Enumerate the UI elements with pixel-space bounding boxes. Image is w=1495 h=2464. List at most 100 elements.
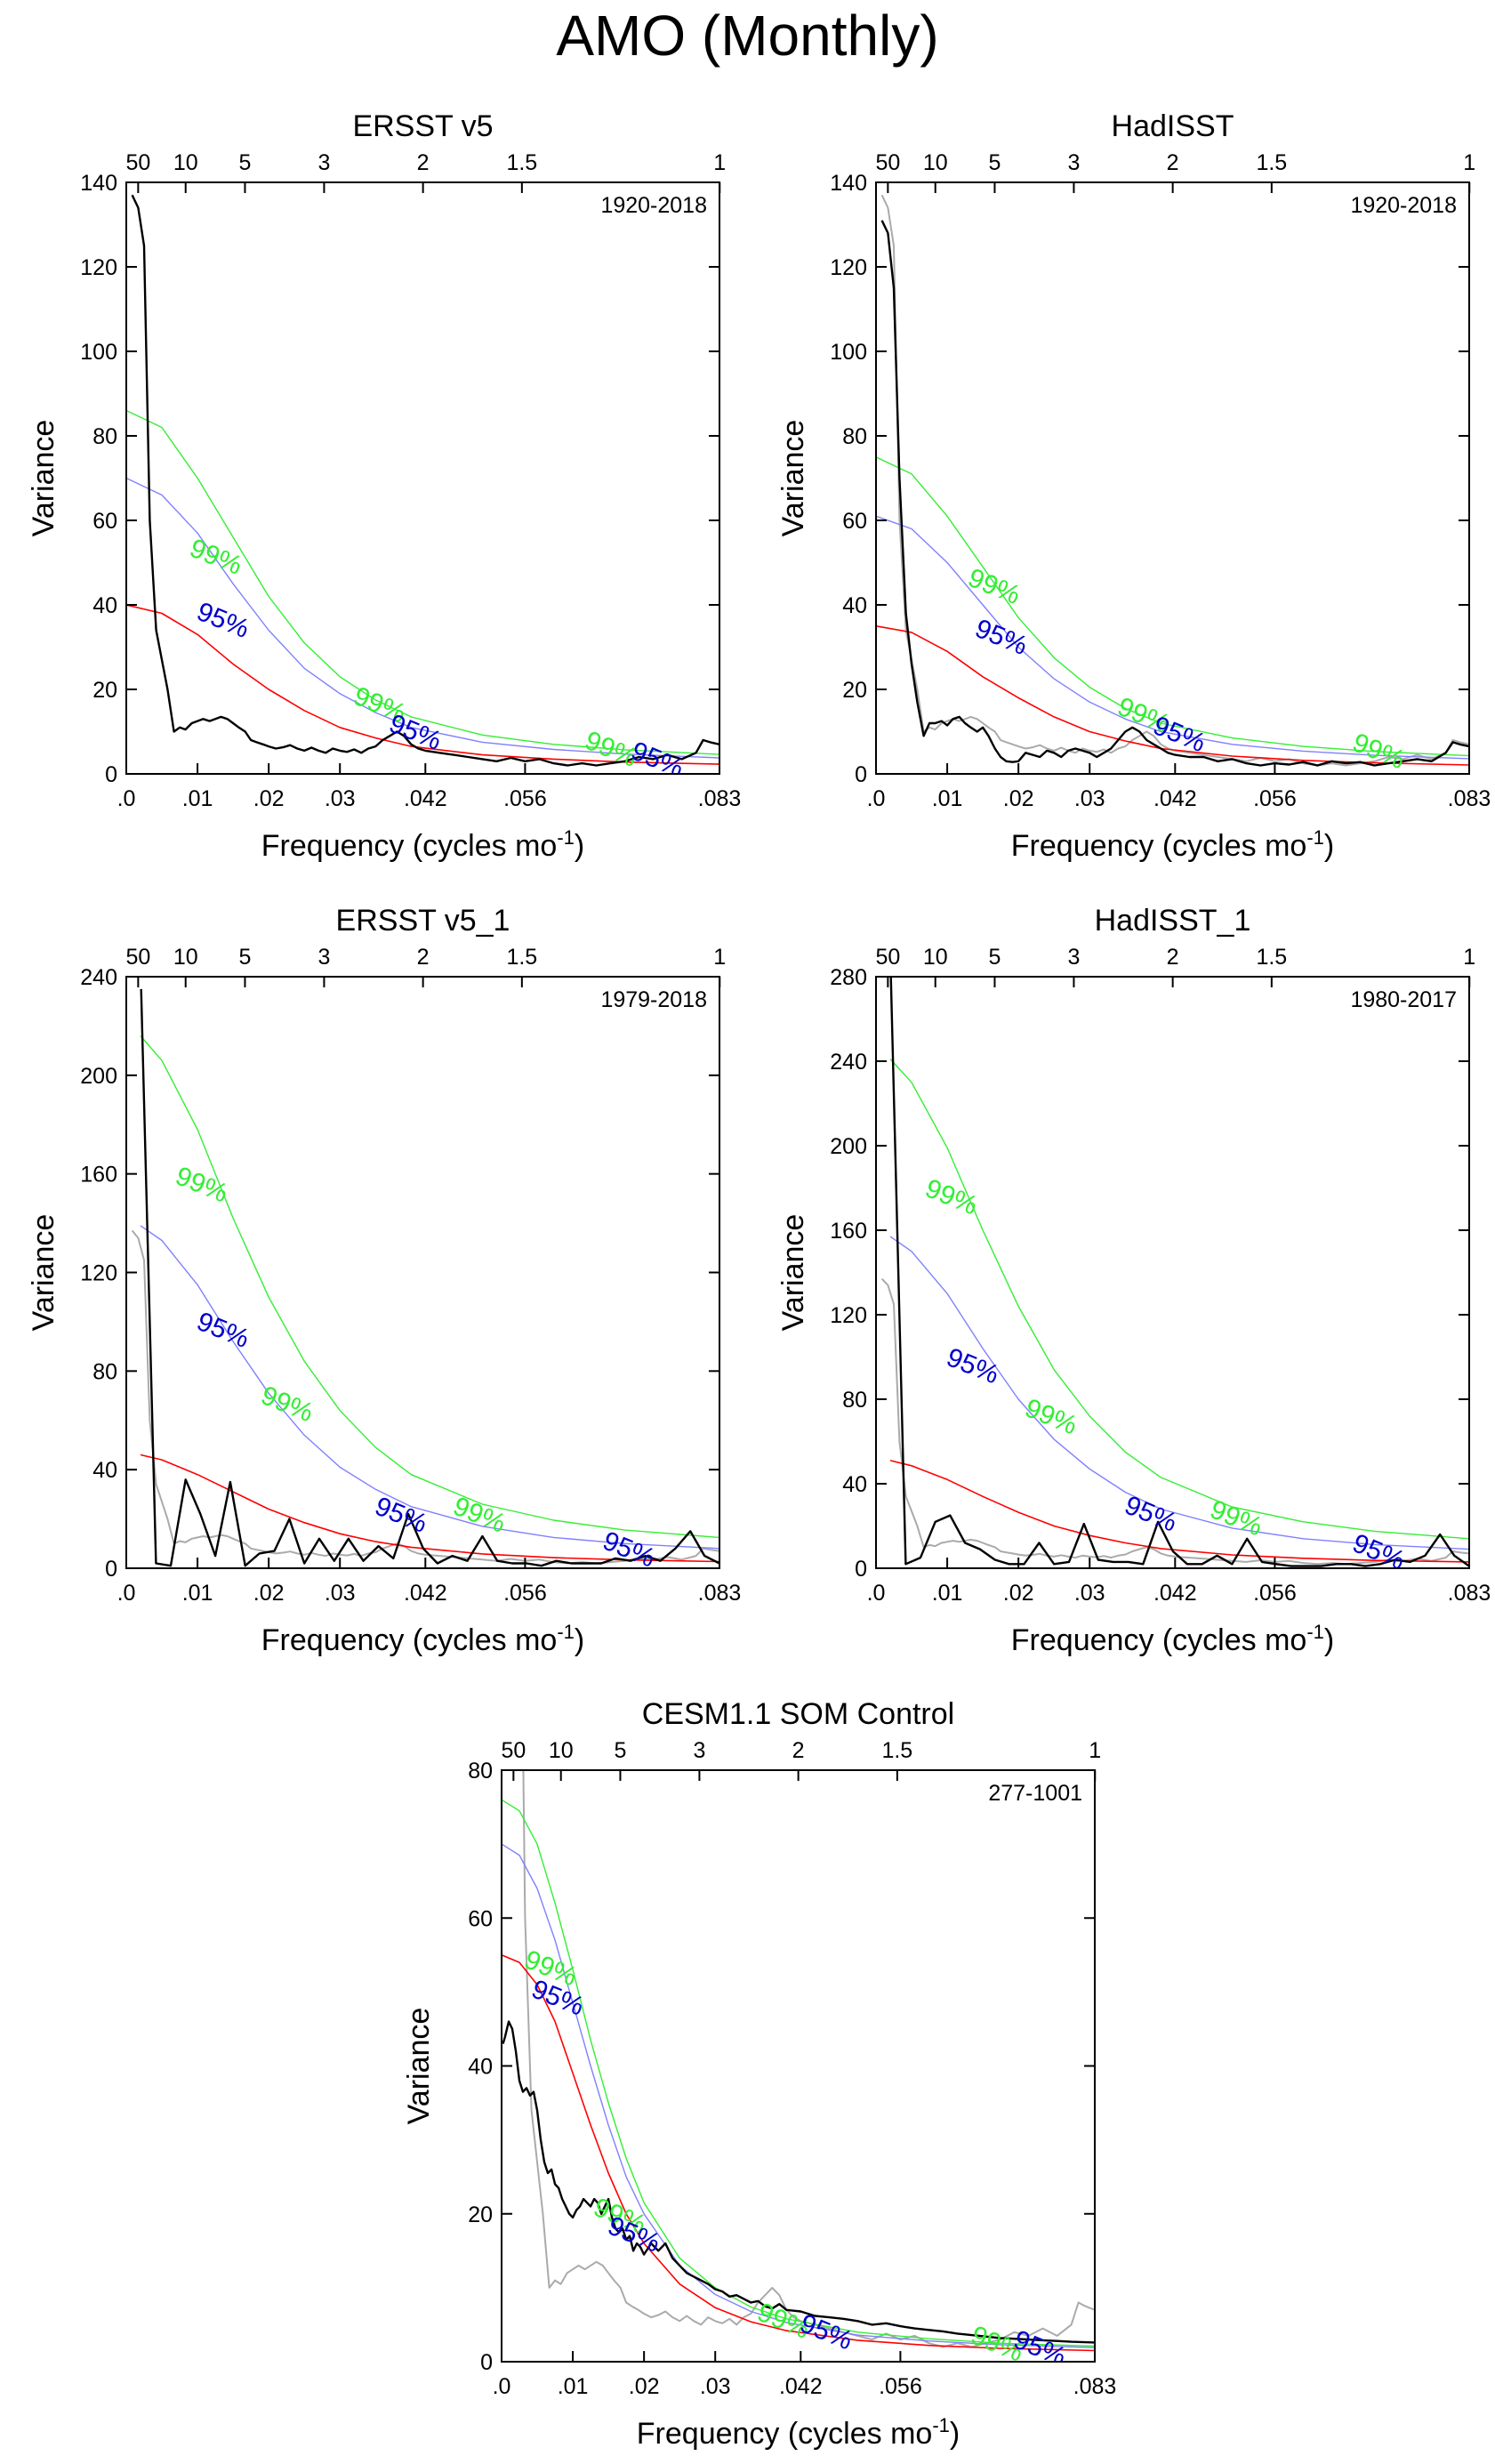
x-axis-label: Frequency (cycles mo-1) [1011, 1621, 1334, 1657]
period-tick-label: 5 [615, 1738, 627, 1763]
x-tick-label: .0 [867, 1581, 886, 1606]
period-tick-label: 10 [923, 150, 948, 175]
reference-spectrum-line [880, 194, 1469, 767]
period-tick-label: 5 [989, 945, 1001, 970]
label-95-percent: 95% [371, 1492, 431, 1539]
y-tick-label: 40 [468, 2055, 493, 2080]
reference-spectrum-line [880, 1277, 1469, 1566]
y-tick-label: 240 [80, 965, 117, 990]
x-tick-label: .03 [1074, 1581, 1105, 1606]
y-tick-label: 120 [830, 255, 867, 280]
y-tick-label: 140 [830, 171, 867, 196]
red-noise-line [502, 1954, 1095, 2352]
x-tick-label: .042 [1153, 1581, 1197, 1606]
period-tick-label: 1 [713, 945, 726, 970]
x-tick-label: .02 [1003, 1581, 1034, 1606]
period-tick-label: 10 [549, 1738, 574, 1763]
y-tick-label: 0 [855, 762, 867, 787]
label-99-percent: 99% [1021, 1393, 1081, 1440]
x-tick-label: .056 [879, 2374, 922, 2399]
label-95-percent: 95% [971, 614, 1032, 661]
confidence-95-line [502, 1843, 1095, 2348]
x-axis-label-superscript: -1 [557, 826, 575, 849]
period-tick-label: 50 [501, 1738, 526, 1763]
x-axis-label-main: Frequency (cycles mo [261, 829, 558, 863]
x-axis-label-close: ) [950, 2417, 960, 2451]
series-group: 99%99%99%95%95%95% [126, 194, 719, 774]
chart-panel: HadISST_199%99%99%95%95%95%1980-20170408… [776, 904, 1491, 1657]
reference-spectrum-line [522, 1770, 1095, 2348]
x-axis-label: Frequency (cycles mo-1) [637, 2414, 960, 2451]
x-tick-label: .01 [932, 786, 963, 811]
x-tick-label: .042 [779, 2374, 823, 2399]
x-tick-label: .02 [1003, 786, 1034, 811]
y-tick-label: 80 [842, 424, 867, 449]
x-tick-label: .083 [1448, 1581, 1491, 1606]
label-99-percent: 99% [186, 534, 246, 581]
x-tick-label: .056 [1253, 786, 1297, 811]
plot-frame [875, 181, 1470, 775]
y-tick-label: 40 [92, 1458, 117, 1483]
period-tick-label: 3 [693, 1738, 705, 1763]
label-95-percent: 95% [385, 709, 446, 756]
x-tick-label: .03 [325, 1581, 356, 1606]
x-axis-label-close: ) [1324, 1623, 1334, 1657]
period-tick-label: 1 [1463, 945, 1475, 970]
confidence-95-line [140, 1225, 719, 1550]
period-tick-label: 2 [1167, 150, 1179, 175]
confidence-95-line [126, 477, 719, 759]
y-axis-label: Variance [27, 420, 60, 537]
x-axis-label-superscript: -1 [932, 2414, 950, 2436]
period-label: 1920-2018 [600, 193, 707, 218]
y-tick-label: 0 [105, 1557, 117, 1582]
x-axis-label: Frequency (cycles mo-1) [1011, 826, 1334, 863]
period-tick-label: 2 [792, 1738, 805, 1763]
y-tick-label: 140 [80, 171, 117, 196]
period-tick-label: 3 [317, 150, 330, 175]
x-axis-label-main: Frequency (cycles mo [637, 2417, 933, 2451]
x-tick-label: .056 [503, 786, 547, 811]
period-tick-label: 3 [1067, 945, 1080, 970]
label-95-percent: 95% [1121, 1491, 1181, 1538]
x-axis-label-close: ) [575, 1623, 584, 1657]
chart-title: CESM1.1 SOM Control [642, 1697, 954, 1731]
x-tick-label: .01 [182, 1581, 213, 1606]
x-tick-label: .083 [698, 1581, 742, 1606]
y-tick-label: 0 [855, 1557, 867, 1582]
x-tick-label: .01 [932, 1581, 963, 1606]
y-tick-label: 120 [80, 255, 117, 280]
x-axis-label-close: ) [575, 829, 584, 863]
period-tick-label: 2 [417, 150, 430, 175]
x-tick-label: .02 [253, 786, 285, 811]
y-axis-label: Variance [402, 2008, 436, 2125]
x-tick-label: .03 [1074, 786, 1105, 811]
x-tick-label: .042 [1153, 786, 1197, 811]
label-95-percent: 95% [193, 597, 253, 644]
plot-frame [875, 976, 1470, 1569]
y-tick-label: 200 [830, 1134, 867, 1159]
x-tick-label: .02 [253, 1581, 285, 1606]
y-tick-label: 100 [830, 340, 867, 365]
spectrum-line [889, 977, 1469, 1567]
period-tick-label: 5 [239, 150, 252, 175]
period-tick-label: 50 [125, 150, 150, 175]
chart-title: HadISST_1 [1095, 904, 1251, 938]
confidence-99-line [889, 1059, 1469, 1540]
x-axis-label-main: Frequency (cycles mo [1011, 1623, 1307, 1657]
spectrum-line [880, 220, 1469, 767]
y-tick-label: 0 [480, 2350, 493, 2375]
confidence-99-line [126, 409, 719, 755]
y-tick-label: 40 [842, 593, 867, 618]
y-tick-label: 80 [468, 1759, 493, 1784]
label-95-percent: 95% [599, 1526, 659, 1574]
period-tick-label: 1 [713, 150, 726, 175]
label-95-percent: 95% [796, 2308, 856, 2355]
label-99-percent: 99% [257, 1381, 317, 1428]
x-tick-label: .03 [325, 786, 356, 811]
x-axis-label: Frequency (cycles mo-1) [261, 1621, 584, 1657]
series-group: 99%99%99%95%95%95% [131, 988, 719, 1574]
red-noise-line [126, 604, 719, 765]
y-tick-label: 80 [842, 1388, 867, 1413]
y-tick-label: 120 [830, 1303, 867, 1328]
